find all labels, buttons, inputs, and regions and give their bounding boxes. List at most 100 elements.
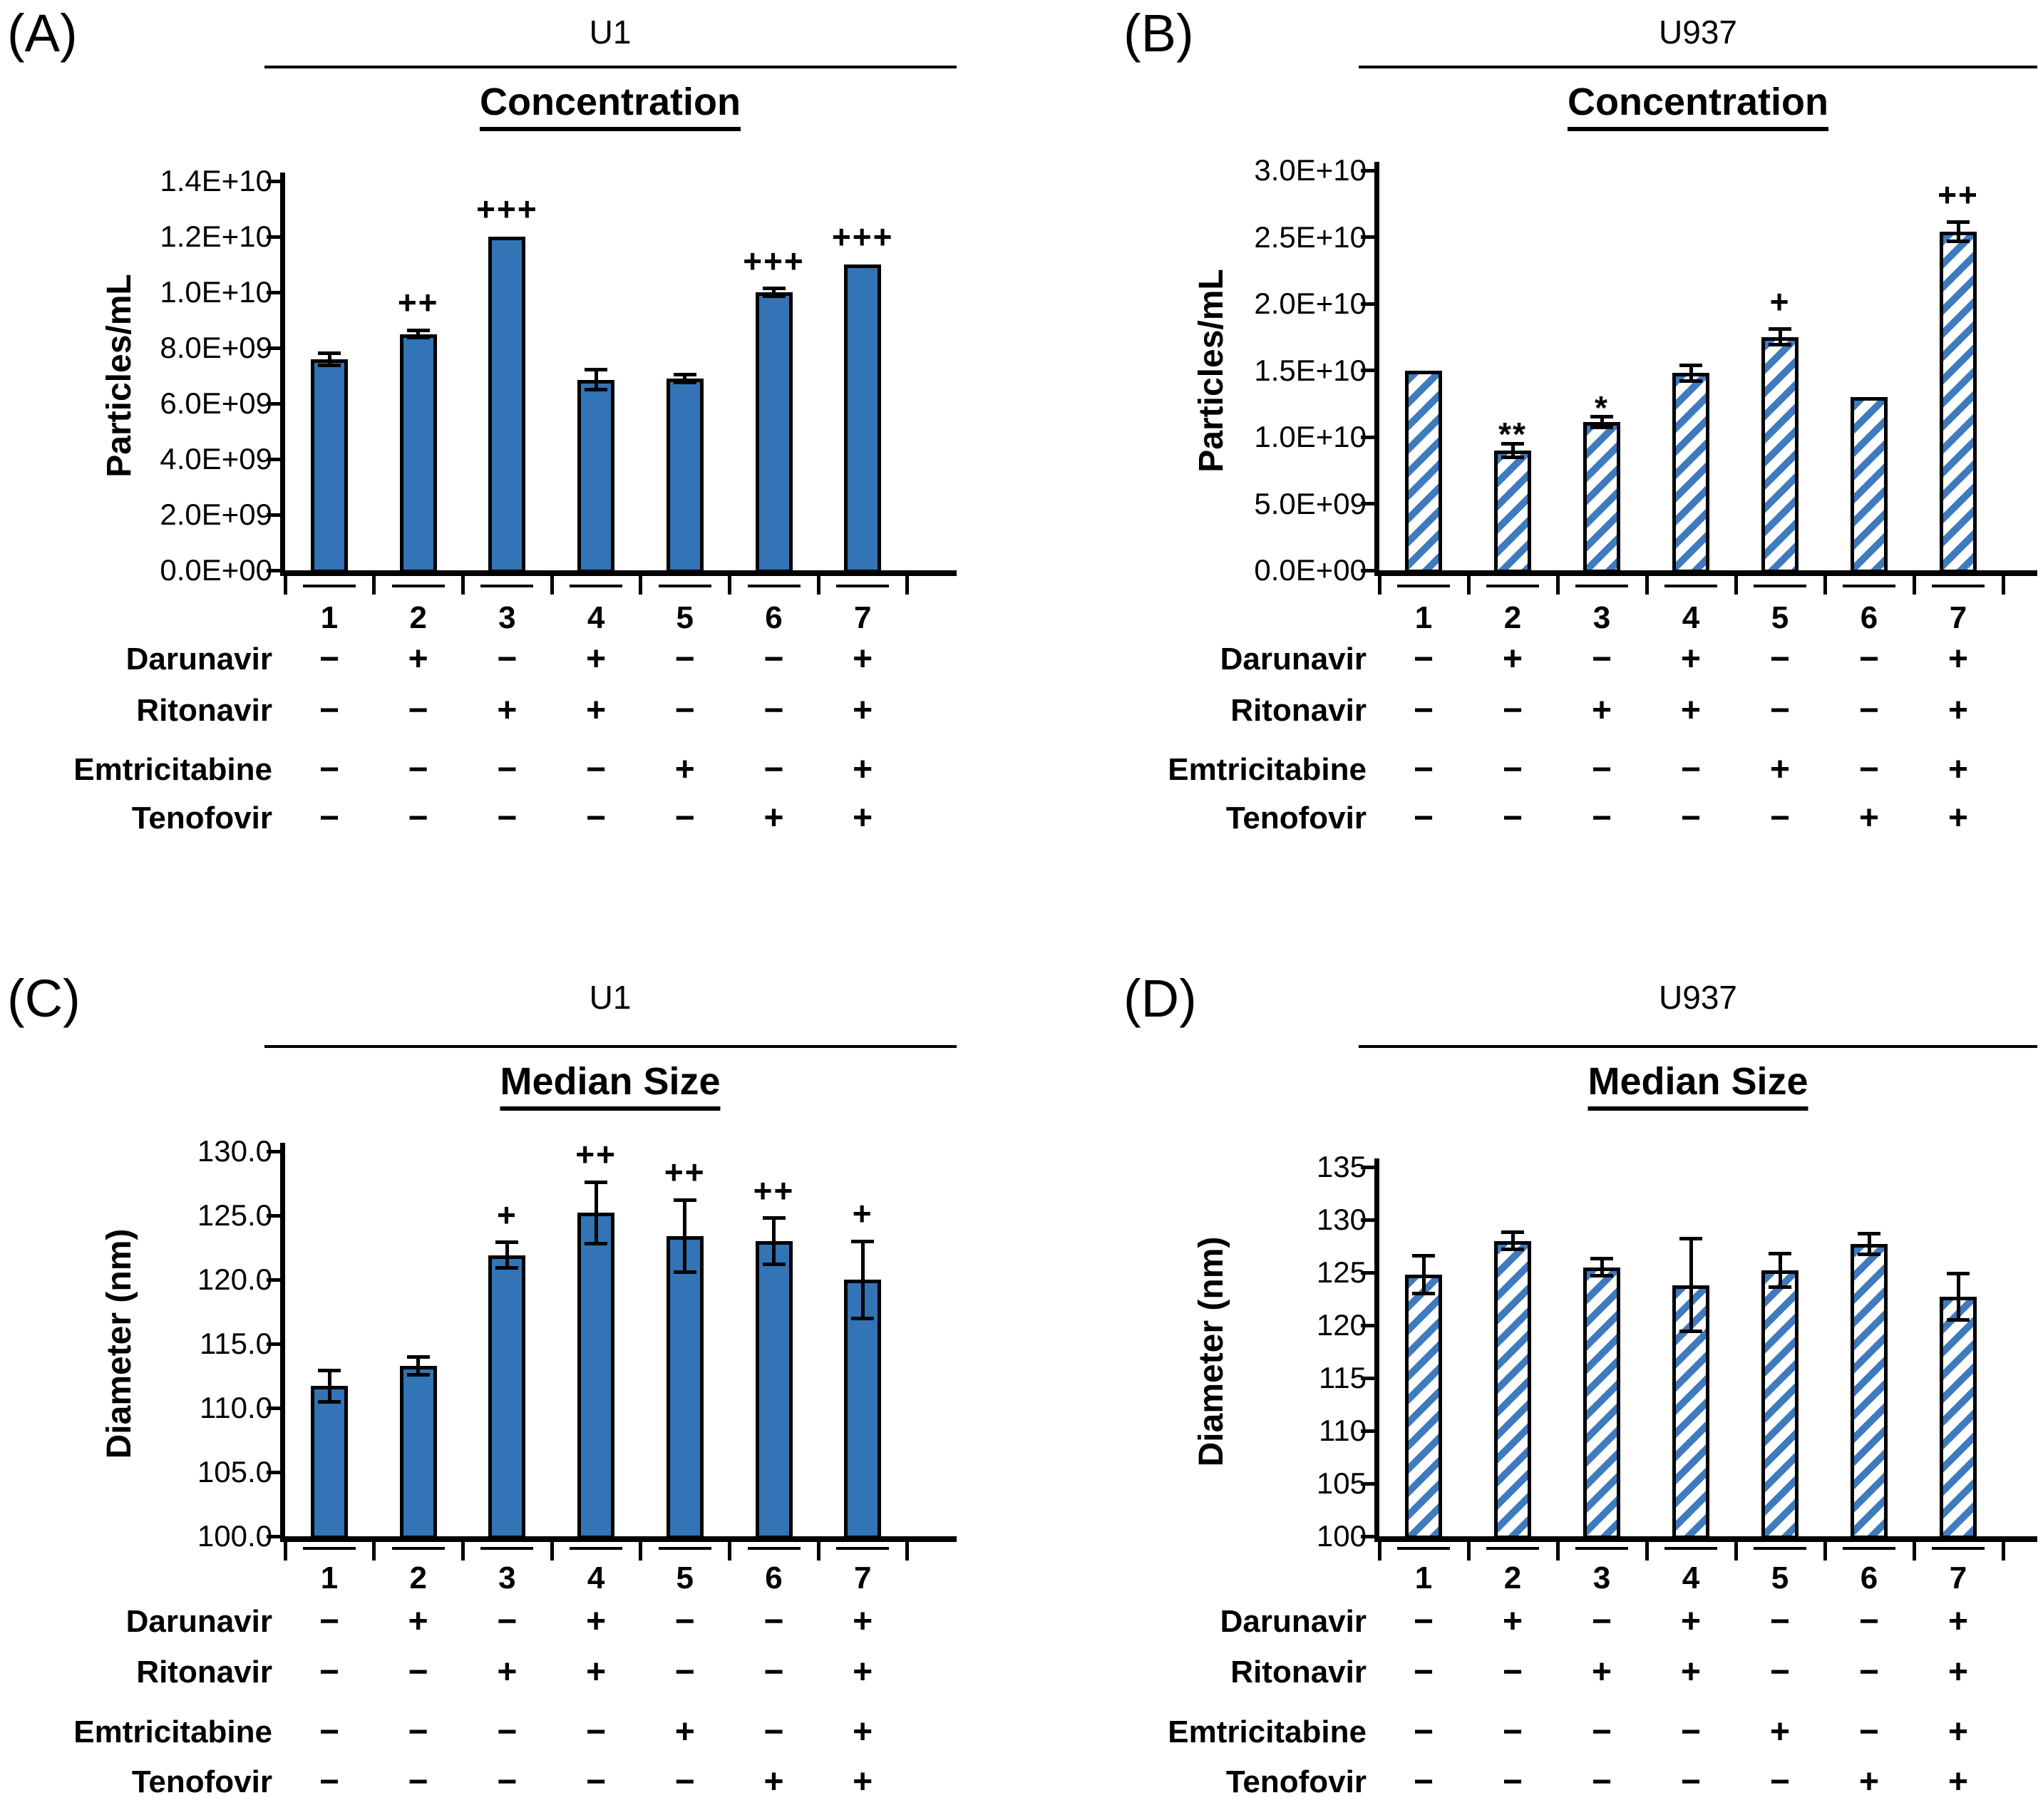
panel-b-bar-7 xyxy=(1940,232,1977,573)
panel-c-bar-1 xyxy=(311,1386,348,1539)
panel-a-sign-emtricitabine-5: + xyxy=(674,751,695,788)
panel-b-sig-marker-3: * xyxy=(1595,389,1609,426)
panel-d-category-dash-6 xyxy=(1843,1547,1895,1550)
panel-c-sign-darunavir-1: − xyxy=(319,1603,340,1640)
panel-b-category-label-1: 1 xyxy=(1414,600,1433,635)
panel-a-category-dash-2 xyxy=(391,585,445,587)
panel-b-sign-emtricitabine-5: + xyxy=(1769,751,1791,788)
panel-c-sign-ritonavir-4: + xyxy=(586,1653,607,1691)
panel-c-y-axis-line xyxy=(280,1143,285,1539)
panel-c-ytick-label-2: 110.0 xyxy=(200,1391,272,1424)
panel-c-sign-emtricitabine-2: − xyxy=(408,1713,428,1751)
panel-c-ytick-mark-5 xyxy=(267,1213,280,1218)
panel-c-sig-marker-3: + xyxy=(496,1196,518,1233)
panel-c-metric-title: Median Size xyxy=(500,1062,721,1111)
panel-a-category-label-2: 2 xyxy=(409,600,427,635)
panel-a-sign-emtricitabine-7: + xyxy=(853,751,873,788)
panel-d-bar-1 xyxy=(1405,1274,1442,1539)
panel-c-category-dash-4 xyxy=(570,1547,623,1550)
panel-b-sig-marker-7: ++ xyxy=(1937,175,1979,213)
panel-a-category-label-6: 6 xyxy=(765,600,783,635)
panel-a-ytick-label-4: 8.0E+09 xyxy=(160,331,272,364)
panel-c-sign-ritonavir-1: − xyxy=(319,1653,340,1691)
panel-c-bar-3-error-line xyxy=(505,1242,509,1268)
panel-c-sign-tenofovir-5: − xyxy=(674,1763,695,1801)
panel-d-cell-line-title: U937 xyxy=(1659,979,1737,1016)
panel-a-treatment-label-ritonavir: Ritonavir xyxy=(136,693,272,728)
panel-a-sign-tenofovir-6: + xyxy=(763,799,784,837)
panel-b-sign-emtricitabine-1: − xyxy=(1413,751,1434,788)
panel-b-ytick-mark-1 xyxy=(1361,502,1374,505)
panel-d-ytick-label-1: 105 xyxy=(1316,1466,1367,1500)
panel-d-x-axis-line xyxy=(1374,1536,2037,1542)
panel-b-category-label-4: 4 xyxy=(1682,600,1700,635)
panel-d-xtick-mark-0 xyxy=(1377,1542,1381,1561)
panel-d-xtick-mark-3 xyxy=(1645,1542,1649,1561)
panel-a-ytick-label-5: 1.0E+10 xyxy=(160,275,272,309)
panel-b-bar-1 xyxy=(1405,370,1442,573)
panel-a-category-label-3: 3 xyxy=(498,600,516,635)
panel-b-category-dash-4 xyxy=(1664,585,1717,587)
panel-a-xtick-mark-4 xyxy=(639,576,643,595)
panel-c-treatment-label-emtricitabine: Emtricitabine xyxy=(73,1714,272,1749)
panel-b-ytick-label-3: 1.5E+10 xyxy=(1254,353,1367,387)
panel-b-ytick-mark-5 xyxy=(1361,235,1374,239)
panel-b-bar-2-error-cap-bottom xyxy=(1501,455,1524,459)
panel-c-bar-6-error-cap-bottom xyxy=(762,1262,786,1266)
panel-d-sign-tenofovir-1: − xyxy=(1413,1763,1434,1801)
panel-c-sign-darunavir-7: + xyxy=(853,1603,873,1640)
panel-c-xtick-mark-3 xyxy=(550,1542,554,1561)
panel-d-bar-7 xyxy=(1940,1297,1977,1539)
panel-a-metric-title: Concentration xyxy=(479,83,741,131)
panel-a-tag: (A) xyxy=(7,4,78,63)
panel-b-category-dash-6 xyxy=(1843,585,1895,587)
panel-d-category-dash-7 xyxy=(1932,1547,1985,1550)
panel-a-sign-tenofovir-4: − xyxy=(586,799,607,837)
panel-d-sign-ritonavir-1: − xyxy=(1413,1653,1434,1691)
panel-c-sign-tenofovir-3: − xyxy=(497,1763,518,1801)
panel-a-sign-ritonavir-6: − xyxy=(763,692,784,729)
panel-c-sign-darunavir-6: − xyxy=(763,1603,784,1640)
panel-d-bar-5-error-line xyxy=(1778,1253,1782,1287)
panel-c-sign-emtricitabine-3: − xyxy=(497,1713,518,1751)
panel-d-category-label-7: 7 xyxy=(1949,1561,1967,1595)
panel-a-category-dash-4 xyxy=(570,585,623,587)
panel-b-sign-darunavir-3: − xyxy=(1591,640,1612,678)
panel-a-category-dash-7 xyxy=(836,585,890,587)
panel-b-cell-line-title: U937 xyxy=(1659,14,1737,51)
panel-d-category-dash-1 xyxy=(1397,1547,1450,1550)
panel-c-bar-6 xyxy=(755,1241,793,1539)
panel-b-sign-tenofovir-6: + xyxy=(1858,799,1880,837)
panel-d-ytick-label-3: 115 xyxy=(1319,1361,1367,1394)
panel-a-sign-darunavir-7: + xyxy=(853,640,873,678)
panel-a-sign-tenofovir-5: − xyxy=(674,799,695,837)
panel-a-bar-6-error-cap-bottom xyxy=(762,294,786,298)
panel-d-sign-ritonavir-3: + xyxy=(1591,1653,1612,1691)
panel-c-ytick-mark-6 xyxy=(267,1149,280,1153)
panel-d-bar-5 xyxy=(1761,1270,1798,1539)
panel-c-bar-7-error-cap-top xyxy=(851,1239,875,1243)
panel-c-sign-ritonavir-2: − xyxy=(408,1653,428,1691)
panel-a-category-label-1: 1 xyxy=(320,600,339,635)
panel-a-sign-darunavir-3: − xyxy=(497,640,518,678)
panel-b-bar-5 xyxy=(1761,336,1798,573)
panel-b-ytick-mark-0 xyxy=(1361,568,1374,572)
panel-a-category-dash-1 xyxy=(303,585,356,587)
panel-d-ytick-mark-2 xyxy=(1361,1429,1374,1433)
panel-d-category-dash-3 xyxy=(1575,1547,1628,1550)
panel-c-bar-3-error-cap-bottom xyxy=(495,1266,519,1270)
panel-b-bar-2-error-line xyxy=(1511,443,1515,458)
panel-c-ytick-mark-2 xyxy=(267,1406,280,1410)
panel-a-sign-ritonavir-7: + xyxy=(853,692,873,729)
panel-c-category-label-3: 3 xyxy=(498,1561,516,1595)
panel-b-sign-tenofovir-1: − xyxy=(1413,799,1434,837)
panel-b-xtick-mark-5 xyxy=(1823,576,1827,595)
panel-b-sign-darunavir-4: + xyxy=(1680,640,1702,678)
panel-c-category-label-7: 7 xyxy=(853,1561,872,1595)
panel-d-ytick-mark-3 xyxy=(1361,1376,1374,1380)
panel-b-x-axis-line xyxy=(1374,570,2037,576)
panel-c-bar-3 xyxy=(488,1255,526,1539)
panel-b-sign-darunavir-5: − xyxy=(1769,640,1791,678)
panel-c-ytick-mark-4 xyxy=(267,1277,280,1282)
panel-a-category-label-5: 5 xyxy=(676,600,694,635)
